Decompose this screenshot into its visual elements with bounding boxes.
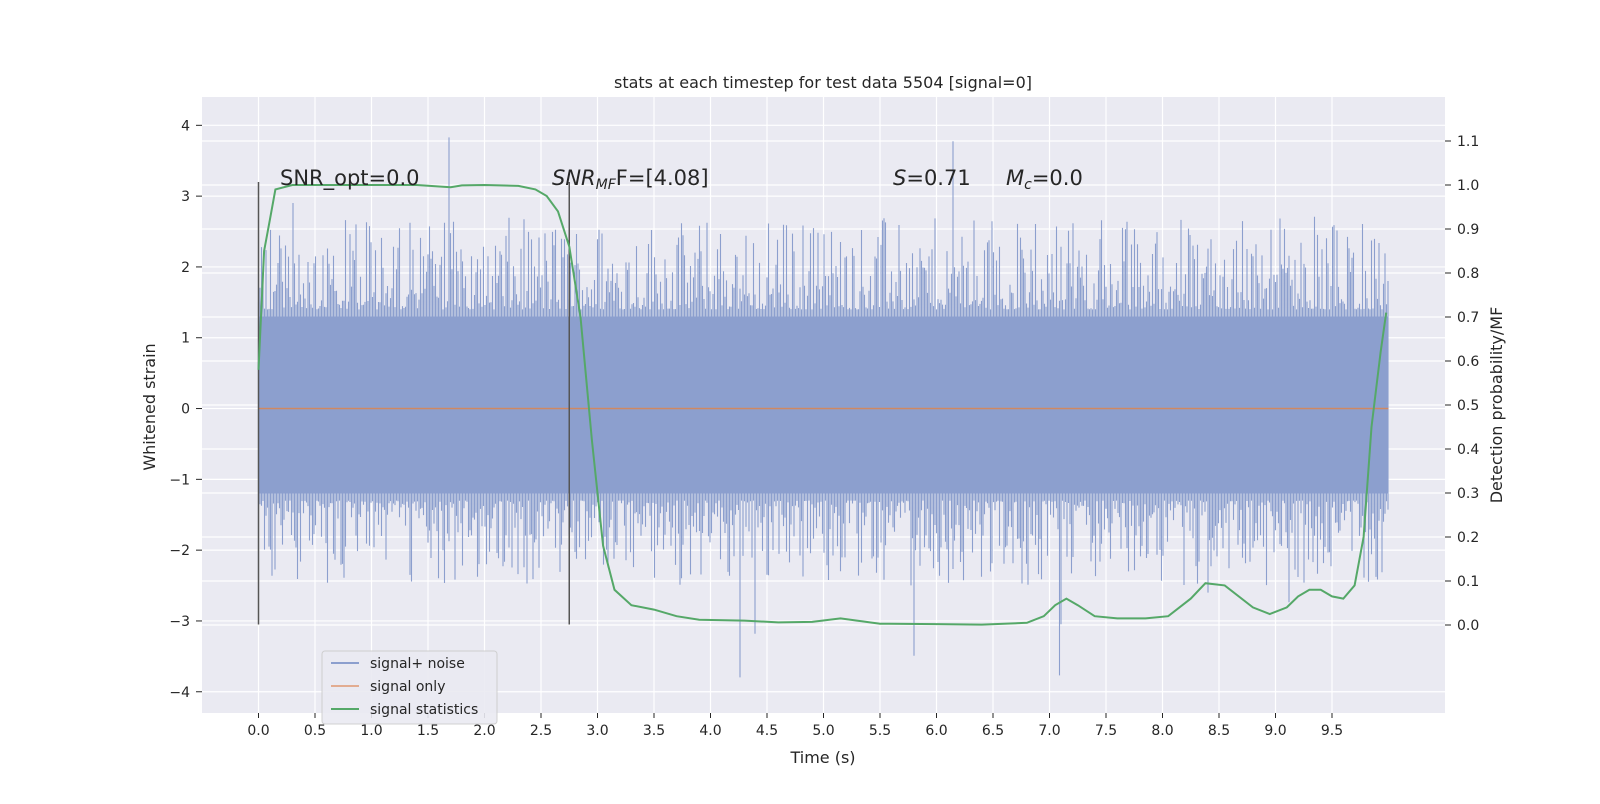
annotation-mc: Mc=0.0	[1006, 166, 1083, 193]
annotation-snr-mf-subscript: MF	[596, 177, 617, 193]
annotation-mc-subscript: c	[1024, 177, 1032, 193]
y-tick-label: −1	[169, 472, 190, 488]
right-y-axis-title: Detection probability/MF	[1487, 307, 1506, 504]
right-y-tick-label: 0.0	[1457, 618, 1479, 634]
legend: signal+ noise signal only signal statist…	[321, 650, 498, 725]
right-y-tick-label: 0.6	[1457, 354, 1479, 370]
right-y-tick-label: 0.3	[1457, 486, 1479, 502]
x-tick-label: 7.5	[1095, 723, 1117, 739]
x-tick-label: 8.5	[1208, 723, 1230, 739]
y-axis-title: Whitened strain	[140, 343, 159, 470]
y-axis-ticks: 4 3 2 1 0 −1 −2 −3 −4	[169, 118, 202, 701]
x-tick-label: 9.0	[1264, 723, 1286, 739]
x-tick-label: 3.0	[586, 723, 608, 739]
x-tick-label: 6.0	[925, 723, 947, 739]
vertical-markers	[257, 181, 570, 625]
x-tick-label: 2.5	[530, 723, 552, 739]
x-axis-ticks: 0.0 0.5 1.0 1.5 2.0 2.5 3.0 3.5 4.0 4.5 5.0 5.5 6.0 6…	[247, 713, 1343, 739]
annotation-snr-mf: SNRMFF=[4.08]	[552, 166, 709, 193]
right-y-tick-label: 0.4	[1457, 442, 1479, 458]
legend-label-signal-only: signal only	[370, 679, 445, 695]
annotation-snr-mf-symbol: SNR	[552, 166, 596, 190]
y-tick-label: −4	[169, 685, 190, 701]
right-y-tick-label: 0.1	[1457, 574, 1479, 590]
x-tick-label: 4.0	[699, 723, 721, 739]
annotation-s: S=0.71	[893, 166, 971, 190]
legend-label-signal-statistics: signal statistics	[370, 702, 478, 718]
y-tick-label: −3	[169, 614, 190, 630]
x-axis-title: Time (s)	[789, 748, 855, 767]
right-y-tick-label: 0.2	[1457, 530, 1479, 546]
y-tick-label: 3	[181, 189, 190, 205]
annotation-snr-opt: SNR_opt=0.0	[280, 166, 420, 191]
annotation-mc-symbol: M	[1006, 166, 1024, 190]
legend-label-signal-noise: signal+ noise	[370, 656, 465, 672]
annotation-mc-value: =0.0	[1032, 166, 1083, 190]
x-tick-label: 5.0	[812, 723, 834, 739]
x-tick-label: 3.5	[643, 723, 665, 739]
x-tick-label: 0.5	[304, 723, 326, 739]
x-tick-label: 2.0	[473, 723, 495, 739]
x-tick-label: 0.0	[247, 723, 269, 739]
x-tick-label: 8.0	[1151, 723, 1173, 739]
annotation-s-symbol: S	[893, 166, 906, 190]
y-tick-label: 2	[181, 260, 190, 276]
right-y-tick-label: 0.9	[1457, 222, 1479, 238]
right-y-tick-label: 0.5	[1457, 398, 1479, 414]
right-y-tick-label: 1.1	[1457, 134, 1479, 150]
right-y-axis-ticks: 1.1 1.0 0.9 0.8 0.7 0.6 0.5 0.4 0.3 0.2 0.1 0.0	[1445, 134, 1479, 634]
y-tick-label: 0	[181, 402, 190, 418]
x-tick-label: 9.5	[1321, 723, 1343, 739]
y-tick-label: 1	[181, 331, 190, 347]
y-tick-label: −2	[169, 543, 190, 559]
x-tick-label: 5.5	[869, 723, 891, 739]
x-tick-label: 4.5	[756, 723, 778, 739]
x-tick-label: 7.0	[1038, 723, 1060, 739]
right-y-tick-label: 0.7	[1457, 310, 1479, 326]
right-y-tick-label: 1.0	[1457, 178, 1479, 194]
y-tick-label: 4	[181, 118, 190, 134]
x-tick-label: 6.5	[982, 723, 1004, 739]
right-y-tick-label: 0.8	[1457, 266, 1479, 282]
signal-statistics-series	[257, 183, 1388, 626]
legend-box	[321, 650, 498, 725]
annotation-s-value: =0.71	[906, 166, 970, 190]
chart-title: stats at each timestep for test data 550…	[614, 73, 1032, 92]
x-tick-label: 1.5	[417, 723, 439, 739]
annotation-snr-mf-value: F=[4.08]	[616, 166, 709, 190]
x-tick-label: 1.0	[360, 723, 382, 739]
